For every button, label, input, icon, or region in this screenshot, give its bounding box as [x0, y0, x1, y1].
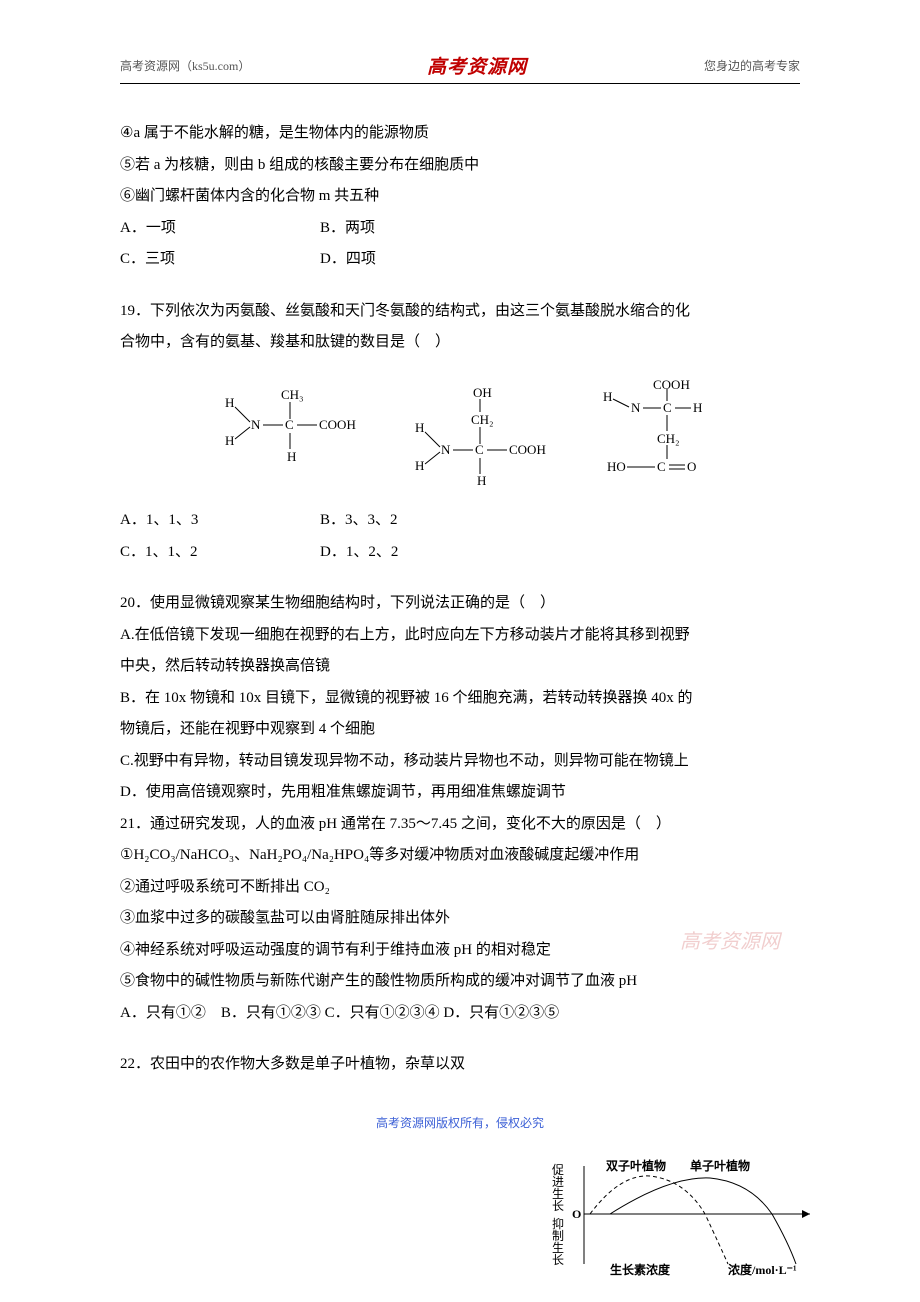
- q21-l3: ③血浆中过多的碳酸氢盐可以由肾脏随尿排出体外: [120, 903, 800, 935]
- svg-text:H: H: [603, 389, 612, 404]
- svg-text:H: H: [225, 395, 234, 410]
- svg-text:C: C: [657, 459, 666, 474]
- chart-legend-monocot: 单子叶植物: [690, 1158, 750, 1173]
- content: ④a 属于不能水解的糖，是生物体内的能源物质 ⑤若 a 为核糖，则由 b 组成的…: [120, 118, 800, 1136]
- q19-stem-line1: 19．下列依次为丙氨酸、丝氨酸和天门冬氨酸的结构式，由这三个氨基酸脱水缩合的化: [120, 296, 800, 328]
- svg-text:H: H: [693, 400, 702, 415]
- q21-stem: 21．通过研究发现，人的血液 pH 通常在 7.35～7.45 之间，变化不大的…: [120, 809, 800, 841]
- svg-text:H: H: [477, 473, 486, 487]
- svg-text:HO: HO: [607, 459, 626, 474]
- chart-x-unit: 浓度/mol·L⁻¹: [728, 1262, 797, 1276]
- q18-option-a: A．一项: [120, 213, 320, 245]
- header-right: 您身边的高考专家: [704, 57, 800, 74]
- q19-options-row1: A．1、1、3 B．3、3、2: [120, 505, 800, 537]
- q19-option-b: B．3、3、2: [320, 505, 520, 537]
- svg-text:COOH: COOH: [509, 442, 546, 457]
- q19-option-d: D．1、2、2: [320, 537, 520, 569]
- svg-text:C: C: [663, 400, 672, 415]
- auxin-chart-svg: 促 进 生 长 O 抑 制 生 长 双子叶植物 单子叶植物 生长素浓度 浓度/m…: [550, 1156, 820, 1276]
- svg-text:COOH: COOH: [653, 377, 690, 392]
- q20-d: D．使用高倍镜观察时，先用粗准焦螺旋调节，再用细准焦螺旋调节: [120, 777, 800, 809]
- chart-x-label: 生长素浓度: [610, 1262, 671, 1276]
- svg-text:OH: OH: [473, 385, 492, 400]
- svg-text:H: H: [415, 420, 424, 435]
- q18-option-c: C．三项: [120, 244, 320, 276]
- q18-option-b: B．两项: [320, 213, 520, 245]
- auxin-chart: 促 进 生 长 O 抑 制 生 长 双子叶植物 单子叶植物 生长素浓度 浓度/m…: [550, 1156, 820, 1276]
- q19-structures: H H N C CH₃ H COOH: [120, 377, 800, 500]
- svg-text:N: N: [441, 442, 451, 457]
- svg-text:O: O: [687, 459, 696, 474]
- q19-stem-line2: 合物中，含有的氨基、羧基和肽键的数目是（ ）: [120, 327, 800, 359]
- header-center-logo: 高考资源网: [427, 52, 527, 79]
- q18-options-row2: C．三项 D．四项: [120, 244, 800, 276]
- svg-text:H: H: [287, 449, 296, 464]
- q21-l5: ⑤食物中的碱性物质与新陈代谢产生的酸性物质所构成的缓冲对调节了血液 pH: [120, 966, 800, 998]
- statement-4: ④a 属于不能水解的糖，是生物体内的能源物质: [120, 118, 800, 150]
- svg-text:N: N: [631, 400, 641, 415]
- svg-text:H: H: [225, 433, 234, 448]
- page: 高考资源网（ks5u.com） 高考资源网 您身边的高考专家 ④a 属于不能水解…: [0, 0, 920, 1302]
- svg-text:COOH: COOH: [319, 417, 356, 432]
- chart-legend-dicot: 双子叶植物: [606, 1158, 666, 1173]
- q20-a-line1: A.在低倍镜下发现一细胞在视野的右上方，此时应向左下方移动装片才能将其移到视野: [120, 620, 800, 652]
- q20-c: C.视野中有异物，转动目镜发现异物不动，移动装片异物也不动，则异物可能在物镜上: [120, 746, 800, 778]
- footer: 高考资源网版权所有，侵权必究: [120, 1111, 800, 1136]
- page-header: 高考资源网（ks5u.com） 高考资源网 您身边的高考专家: [120, 52, 800, 79]
- svg-text:N: N: [251, 417, 261, 432]
- q20-stem: 20．使用显微镜观察某生物细胞结构时，下列说法正确的是（ ）: [120, 588, 800, 620]
- chart-origin: O: [572, 1207, 581, 1221]
- svg-text:CH₂: CH₂: [471, 412, 494, 427]
- q22-stem: 22．农田中的农作物大多数是单子叶植物，杂草以双: [120, 1049, 800, 1081]
- header-left: 高考资源网（ks5u.com）: [120, 57, 250, 74]
- q20-b-line1: B．在 10x 物镜和 10x 目镜下，显微镜的视野被 16 个细胞充满，若转动…: [120, 683, 800, 715]
- q21-l4: ④神经系统对呼吸运动强度的调节有利于维持血液 pH 的相对稳定: [120, 935, 800, 967]
- q19-option-a: A．1、1、3: [120, 505, 320, 537]
- svg-text:C: C: [475, 442, 484, 457]
- q20-a-line2: 中央，然后转动转换器换高倍镜: [120, 651, 800, 683]
- q18-option-d: D．四项: [320, 244, 520, 276]
- q19-option-c: C．1、1、2: [120, 537, 320, 569]
- q18-options-row1: A．一项 B．两项: [120, 213, 800, 245]
- statement-5: ⑤若 a 为核糖，则由 b 组成的核酸主要分布在细胞质中: [120, 150, 800, 182]
- svg-text:长: 长: [552, 1253, 564, 1267]
- header-divider: [120, 83, 800, 84]
- q20-b-line2: 物镜后，还能在视野中观察到 4 个细胞: [120, 714, 800, 746]
- svg-text:H: H: [415, 458, 424, 473]
- svg-text:长: 长: [552, 1199, 564, 1213]
- q19-options-row2: C．1、1、2 D．1、2、2: [120, 537, 800, 569]
- svg-text:CH₃: CH₃: [281, 387, 304, 402]
- q21-l2: ②通过呼吸系统可不断排出 CO₂: [120, 872, 800, 904]
- q21-options: A．只有①② B．只有①②③ C．只有①②③④ D．只有①②③⑤: [120, 998, 800, 1030]
- statement-6: ⑥幽门螺杆菌体内含的化合物 m 共五种: [120, 181, 800, 213]
- svg-text:C: C: [285, 417, 294, 432]
- q21-l1: ①H₂CO₃/NaHCO₃、NaH₂PO₄/Na₂HPO₄等多对缓冲物质对血液酸…: [120, 840, 800, 872]
- svg-text:CH₂: CH₂: [657, 431, 680, 446]
- amino-acid-diagram: H H N C CH₃ H COOH: [195, 377, 725, 487]
